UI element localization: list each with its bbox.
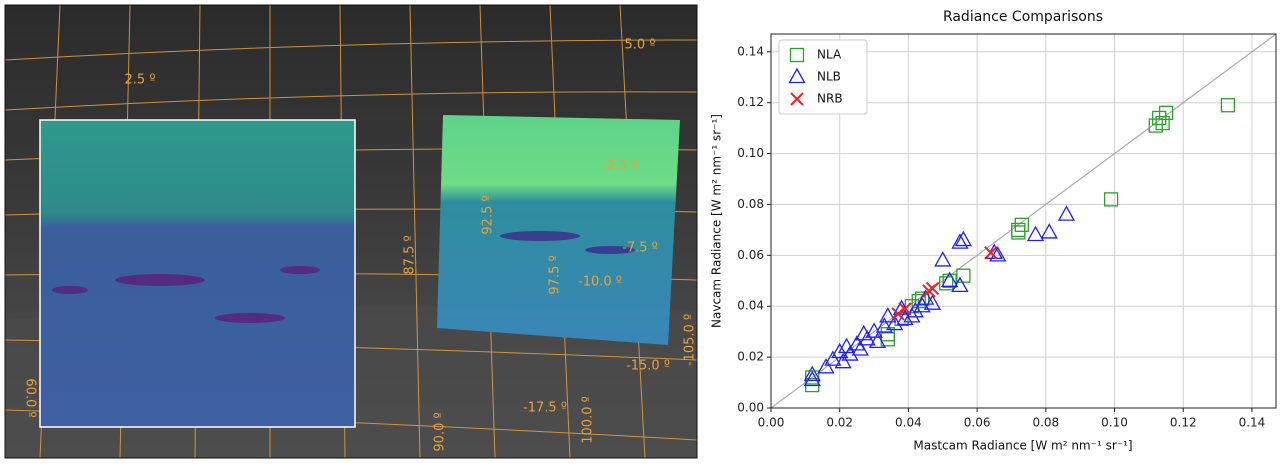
x-tick-label: 0.14 bbox=[1239, 416, 1266, 430]
image-label: 5.0 º bbox=[625, 38, 656, 53]
image-label: 87.5 º bbox=[403, 235, 418, 274]
point bbox=[954, 230, 972, 247]
point bbox=[941, 271, 959, 287]
point bbox=[1040, 223, 1058, 239]
point bbox=[875, 317, 893, 333]
y-tick-label: 0.10 bbox=[737, 146, 764, 160]
x-tick-label: 0.12 bbox=[1170, 416, 1197, 430]
image-label: 2.5 º bbox=[125, 73, 156, 88]
legend-marker bbox=[789, 47, 805, 63]
point bbox=[942, 273, 957, 288]
x-tick-label: 0.10 bbox=[1101, 416, 1128, 430]
point bbox=[916, 289, 935, 305]
point bbox=[911, 293, 926, 309]
image-label: -2.5 º bbox=[602, 159, 638, 174]
point bbox=[956, 268, 971, 283]
x-tick-label: 0.02 bbox=[826, 416, 853, 430]
plot-frame bbox=[770, 33, 1277, 409]
image-label: 100.0 º bbox=[581, 396, 596, 443]
point bbox=[1057, 205, 1076, 221]
image-label: 97.5 º bbox=[548, 255, 563, 294]
image-border bbox=[4, 4, 698, 459]
point bbox=[879, 307, 897, 323]
x-tick-label: 0.06 bbox=[964, 416, 991, 430]
image-label: -7.5 º bbox=[622, 241, 658, 256]
point bbox=[831, 342, 849, 359]
point bbox=[1155, 115, 1170, 131]
navcam-image bbox=[437, 115, 680, 345]
point bbox=[858, 329, 876, 346]
point bbox=[868, 332, 887, 349]
y-tick-label: 0.00 bbox=[737, 401, 764, 415]
point bbox=[803, 365, 821, 382]
legend-marker bbox=[788, 67, 806, 84]
image-label: 90.0 º bbox=[433, 412, 448, 451]
point bbox=[906, 301, 924, 318]
x-axis-label: Mastcam Radiance [W m² nm⁻¹ sr⁻¹] bbox=[913, 439, 1132, 453]
image-shadows bbox=[500, 231, 635, 254]
point bbox=[824, 350, 842, 366]
legend-marker bbox=[790, 92, 804, 106]
y-tick-label: 0.02 bbox=[737, 350, 764, 364]
x-tick-label: 0.08 bbox=[1032, 416, 1059, 430]
image-label: 60.0 º bbox=[23, 378, 38, 417]
point bbox=[1026, 225, 1045, 242]
point bbox=[1014, 217, 1029, 232]
image-label: -105.0 º bbox=[683, 314, 698, 366]
point bbox=[803, 370, 821, 387]
point bbox=[1220, 98, 1236, 113]
image-label: 92.5 º bbox=[481, 195, 496, 234]
identity-line bbox=[770, 33, 1277, 409]
point bbox=[915, 291, 930, 306]
y-tick-label: 0.14 bbox=[737, 44, 764, 58]
y-axis-label: Navcam Radiance [W m² nm⁻¹ sr⁻¹] bbox=[710, 114, 724, 328]
point bbox=[817, 357, 835, 374]
legend-label: NLA bbox=[817, 48, 842, 62]
x-tick-label: 0.04 bbox=[895, 416, 922, 430]
scatter-chart: Radiance Comparisons Mastcam Radiance [W… bbox=[710, 9, 1277, 453]
image-label: -17.5 º bbox=[523, 401, 567, 416]
point bbox=[1158, 105, 1174, 121]
point bbox=[851, 340, 869, 356]
image-label: -15.0 º bbox=[626, 359, 670, 374]
point bbox=[951, 233, 969, 249]
image-shadows bbox=[52, 266, 320, 323]
point bbox=[951, 276, 969, 293]
y-tick-label: 0.08 bbox=[737, 197, 764, 211]
point bbox=[989, 246, 1007, 262]
point bbox=[923, 294, 942, 310]
point bbox=[834, 352, 852, 369]
x-tick-label: 0.00 bbox=[758, 416, 785, 430]
point bbox=[925, 281, 940, 296]
y-tick-label: 0.04 bbox=[737, 299, 764, 313]
point bbox=[898, 302, 912, 316]
chart-title: Radiance Comparisons bbox=[943, 9, 1103, 25]
point bbox=[934, 251, 952, 267]
point bbox=[984, 246, 998, 260]
legend-label: NRB bbox=[817, 92, 843, 106]
image-panel: 5.0 º 2.5 º 87.5 º 92.5 º 97.5 º -10.0 º -7.5 … bbox=[4, 4, 698, 459]
point bbox=[1103, 192, 1119, 207]
point bbox=[891, 307, 905, 321]
point bbox=[1011, 222, 1026, 238]
image-label: -10.0 º bbox=[578, 275, 622, 290]
y-tick-label: 0.12 bbox=[737, 95, 764, 109]
point bbox=[913, 296, 931, 313]
point bbox=[939, 276, 954, 291]
legend-label: NLB bbox=[817, 70, 841, 84]
y-tick-label: 0.06 bbox=[737, 248, 764, 262]
